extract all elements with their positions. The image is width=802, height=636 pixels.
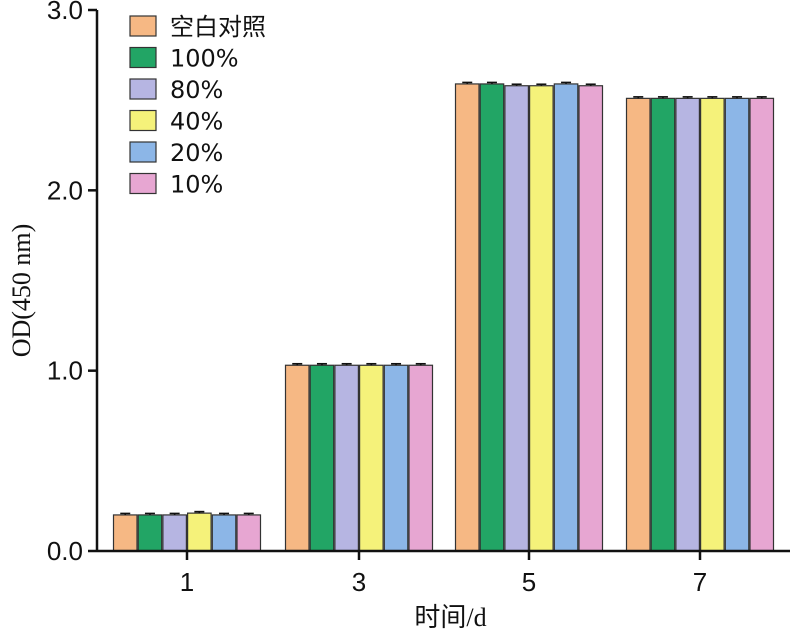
bar-2-5 bbox=[479, 83, 505, 552]
legend-label: 20% bbox=[170, 139, 223, 167]
x-tick-label: 3 bbox=[352, 567, 366, 597]
bar-5-5 bbox=[553, 83, 579, 552]
legend-label: 40% bbox=[170, 108, 223, 136]
legend-label: 80% bbox=[170, 76, 223, 104]
bar-1-5 bbox=[454, 83, 480, 552]
y-ticks: 0.0 1.0 2.0 3.0 bbox=[47, 0, 97, 566]
y-tick-label: 1.0 bbox=[47, 356, 83, 386]
bar-6-1 bbox=[236, 514, 262, 552]
bar-6-3 bbox=[408, 364, 434, 552]
bar-3-1 bbox=[162, 514, 187, 552]
bar-1-3 bbox=[284, 364, 310, 552]
bar-3-3 bbox=[334, 364, 359, 552]
bar-5-3 bbox=[383, 364, 409, 552]
x-tick-label: 5 bbox=[522, 567, 536, 597]
bar-2-3 bbox=[309, 364, 335, 552]
bar-6-7 bbox=[749, 97, 775, 552]
x-ticks: 1 3 5 7 bbox=[180, 551, 707, 597]
legend-label: 空白对照 bbox=[170, 13, 266, 41]
legend-label: 10% bbox=[170, 171, 223, 199]
y-tick-label: 3.0 bbox=[47, 0, 83, 25]
legend-label: 100% bbox=[170, 45, 239, 73]
legend-swatch bbox=[129, 172, 157, 195]
x-tick-label: 1 bbox=[180, 567, 194, 597]
legend-swatch bbox=[129, 78, 157, 100]
legend-swatch bbox=[129, 15, 157, 37]
y-tick-label: 2.0 bbox=[47, 175, 83, 205]
bar-2-1 bbox=[137, 514, 163, 552]
bar-5-1 bbox=[211, 514, 237, 552]
bar-3-7 bbox=[675, 97, 701, 552]
bar-4-5 bbox=[528, 85, 554, 552]
bar-4-1 bbox=[187, 512, 212, 552]
legend-swatch bbox=[129, 109, 157, 132]
y-axis-label: OD(450 nm) bbox=[7, 224, 36, 358]
bar-5-7 bbox=[724, 97, 750, 552]
bar-6-5 bbox=[578, 85, 604, 552]
legend-swatch bbox=[129, 141, 157, 163]
x-axis-label: 时间/d bbox=[414, 603, 486, 632]
legend-swatch bbox=[129, 46, 157, 69]
bar-3-5 bbox=[504, 85, 529, 552]
y-tick-label: 0.0 bbox=[47, 536, 83, 566]
bar-1-1 bbox=[112, 514, 138, 552]
axes bbox=[95, 10, 790, 553]
x-tick-label: 7 bbox=[693, 567, 707, 597]
bar-4-7 bbox=[699, 97, 725, 552]
bar-layer bbox=[112, 81, 775, 552]
bar-4-3 bbox=[359, 364, 384, 552]
bar-1-7 bbox=[625, 97, 651, 552]
legend: 空白对照 100% 80% 40% 20% 10% bbox=[129, 13, 266, 199]
bar-2-7 bbox=[650, 97, 676, 552]
